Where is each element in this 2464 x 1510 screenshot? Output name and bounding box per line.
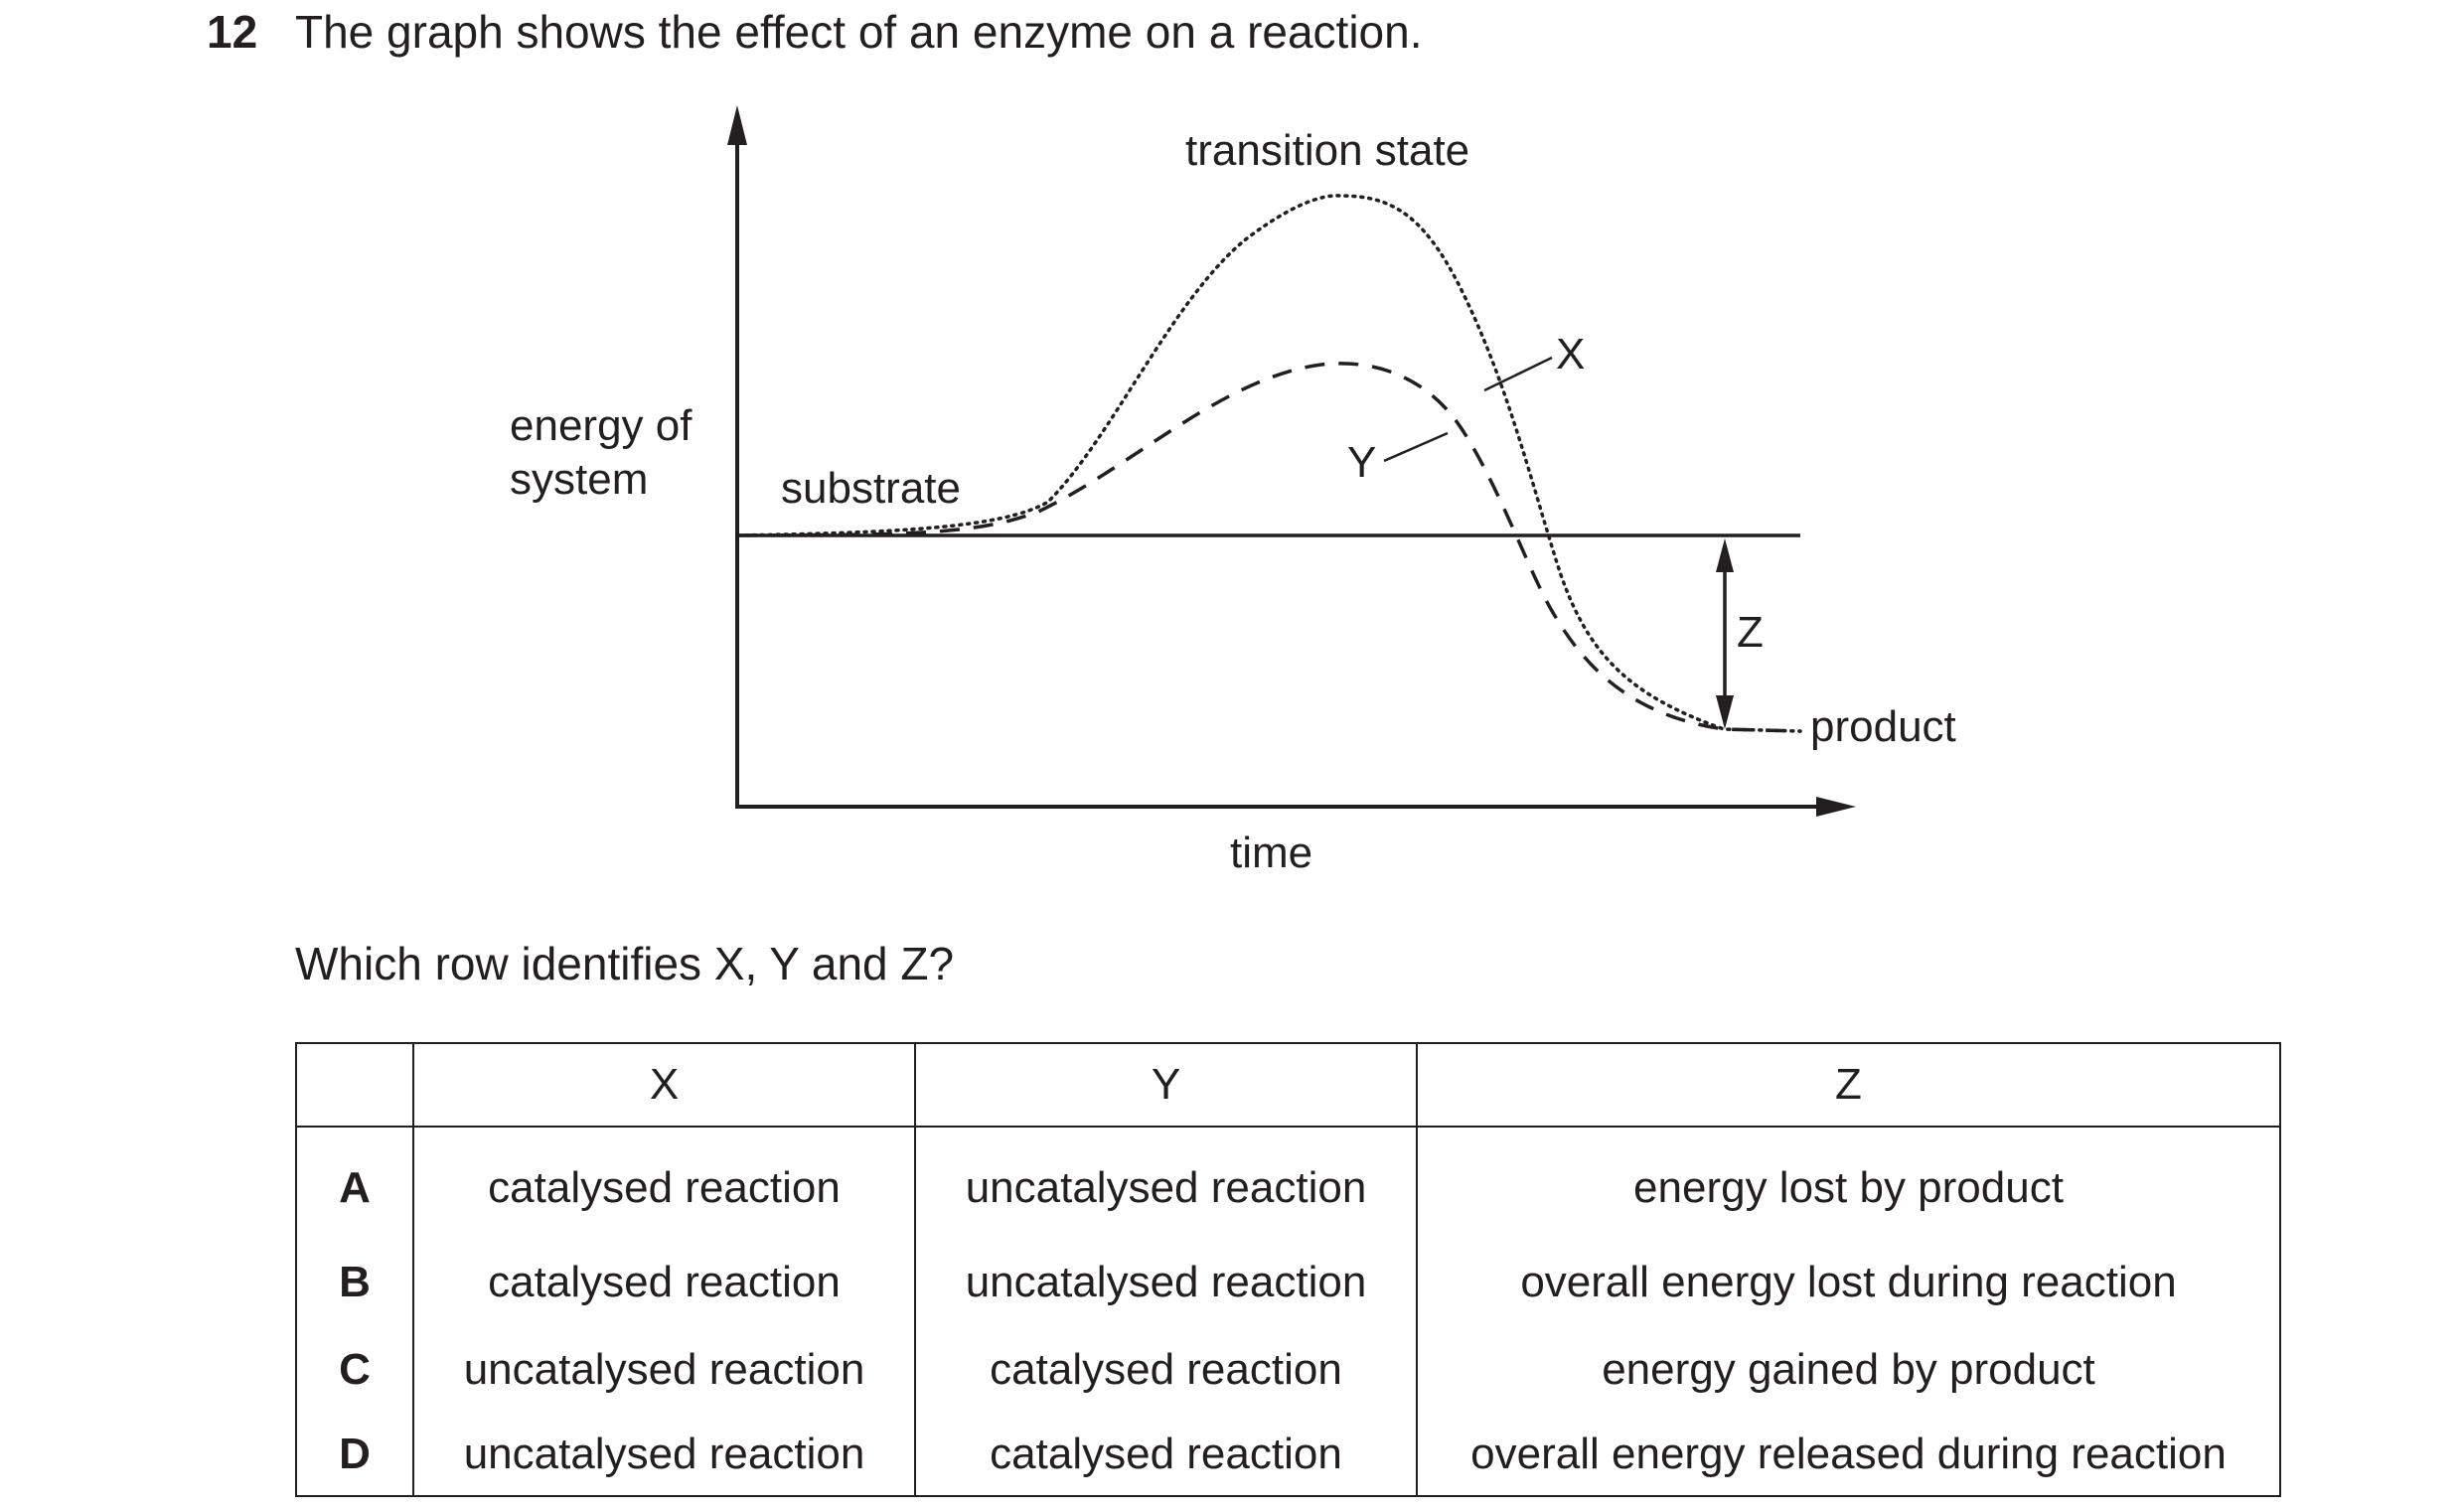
option-z-cell: energy gained by product xyxy=(1416,1326,2281,1414)
x-axis-label: time xyxy=(1230,829,1312,877)
y-axis-label-line1: energy of xyxy=(510,401,693,450)
curve-x-dotted xyxy=(735,194,1802,733)
header-y: Y xyxy=(914,1042,1418,1128)
z-label: Z xyxy=(1737,608,1764,657)
substrate-label: substrate xyxy=(781,464,961,513)
z-arrow-head-bottom xyxy=(1716,695,1734,729)
option-z-cell: overall energy released during reaction xyxy=(1416,1414,2281,1497)
header-x: X xyxy=(412,1042,916,1128)
option-letter: D xyxy=(295,1414,414,1497)
z-arrow-head-top xyxy=(1716,538,1734,572)
option-x-cell: uncatalysed reaction xyxy=(412,1326,916,1414)
header-blank xyxy=(295,1042,414,1128)
option-x-cell: catalysed reaction xyxy=(412,1239,916,1326)
x-axis-arrow xyxy=(1816,797,1856,817)
transition-state-label: transition state xyxy=(1185,126,1469,175)
y-axis-arrow xyxy=(727,105,747,145)
option-letter: B xyxy=(295,1239,414,1326)
y-axis-label-line2: system xyxy=(510,455,648,504)
x-curve-label: X xyxy=(1556,330,1585,378)
option-row-a[interactable]: A catalysed reaction uncatalysed reactio… xyxy=(295,1127,2281,1239)
y-leader-line xyxy=(1383,431,1449,463)
question-number: 12 xyxy=(207,6,258,58)
option-row-b[interactable]: B catalysed reaction uncatalysed reactio… xyxy=(295,1239,2281,1326)
option-row-c[interactable]: C uncatalysed reaction catalysed reactio… xyxy=(295,1326,2281,1414)
option-x-cell: catalysed reaction xyxy=(412,1127,916,1239)
question-prompt: Which row identifies X, Y and Z? xyxy=(295,938,955,989)
option-z-cell: overall energy lost during reaction xyxy=(1416,1239,2281,1326)
option-y-cell: uncatalysed reaction xyxy=(914,1127,1418,1239)
x-leader-line xyxy=(1483,356,1553,392)
table-header-row: X Y Z xyxy=(295,1042,2281,1128)
energy-profile-graph: energy of system transition state substr… xyxy=(510,105,1956,877)
product-label: product xyxy=(1810,702,1956,751)
option-letter: A xyxy=(295,1127,414,1239)
option-y-cell: catalysed reaction xyxy=(914,1326,1418,1414)
question-stem: The graph shows the effect of an enzyme … xyxy=(295,6,1423,58)
y-curve-label: Y xyxy=(1347,438,1376,487)
option-y-cell: catalysed reaction xyxy=(914,1414,1418,1497)
answer-options-table: X Y Z A catalysed reaction uncatalysed r… xyxy=(295,1042,2281,1497)
header-z: Z xyxy=(1416,1042,2281,1128)
curve-y-dashed xyxy=(736,362,1801,733)
option-y-cell: uncatalysed reaction xyxy=(914,1239,1418,1326)
option-letter: C xyxy=(295,1326,414,1414)
option-z-cell: energy lost by product xyxy=(1416,1127,2281,1239)
option-row-d[interactable]: D uncatalysed reaction catalysed reactio… xyxy=(295,1414,2281,1497)
option-x-cell: uncatalysed reaction xyxy=(412,1414,916,1497)
